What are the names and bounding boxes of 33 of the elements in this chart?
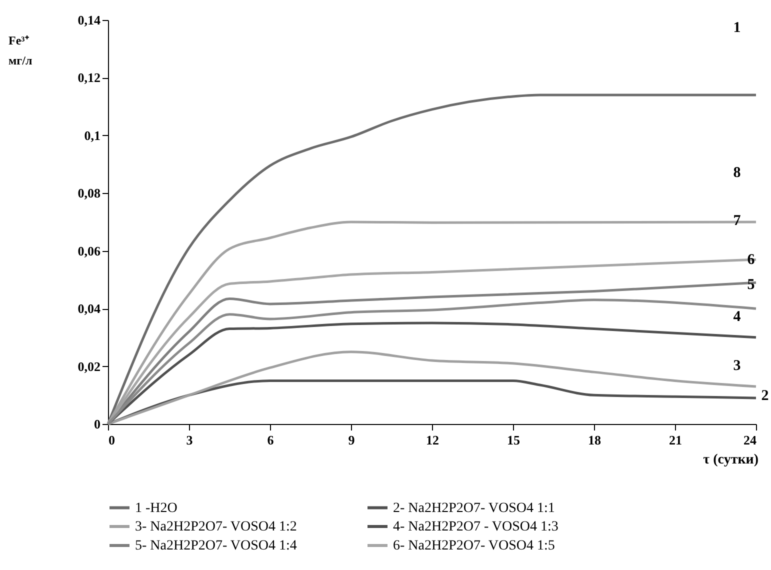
x-tick-label: 24 <box>744 432 757 448</box>
y-tick-label: 0,02 <box>78 358 100 374</box>
x-tick-label: 6 <box>267 432 274 448</box>
legend-label: 4- Na2H2P2O7 - VOSO4 1:3 <box>393 520 558 534</box>
legend-label: 1 -H2O <box>135 500 178 516</box>
y-tick-label: 0,04 <box>78 301 101 316</box>
x-tick-label: 3 <box>186 432 194 448</box>
legend-label: 5- Na2H2P2O7- VOSO4 1:4 <box>135 538 297 554</box>
y-tick-label: 0,08 <box>78 186 101 201</box>
x-tick-label: 9 <box>348 432 356 448</box>
annotation: 3 <box>733 358 741 374</box>
y-tick-label: 0,12 <box>78 70 100 86</box>
x-tick-label: 12 <box>426 432 439 448</box>
x-axis-title: τ (сутки) <box>703 452 759 468</box>
annotation: 8 <box>733 165 741 181</box>
legend-label: 3- Na2H2P2O7- VOSO4 1:2 <box>135 520 297 534</box>
x-tick-label: 18 <box>588 432 602 448</box>
legend-label: 2- Na2H2P2O7- VOSO4 1:1 <box>393 500 555 516</box>
x-tick-label: 0 <box>108 432 115 448</box>
x-tick-label: 21 <box>669 432 682 448</box>
y-tick-label: 0,14 <box>78 12 101 28</box>
annotation: 7 <box>733 213 742 229</box>
legend-label: 6- Na2H2P2O7- VOSO4 1:5 <box>393 538 555 554</box>
y-tick-label: 0 <box>94 416 100 432</box>
x-tick-label: 15 <box>507 432 520 448</box>
annotation: 5 <box>747 277 755 293</box>
annotation: 6 <box>747 252 756 268</box>
y-tick-label: 0,06 <box>78 243 101 258</box>
annotation: 1 <box>733 20 741 36</box>
y-tick-label: 0,1 <box>84 128 100 143</box>
annotation: 4 <box>733 309 742 325</box>
text: 2 <box>761 388 769 404</box>
y-axis-title: Fe³⁺ мг/л <box>8 34 32 68</box>
